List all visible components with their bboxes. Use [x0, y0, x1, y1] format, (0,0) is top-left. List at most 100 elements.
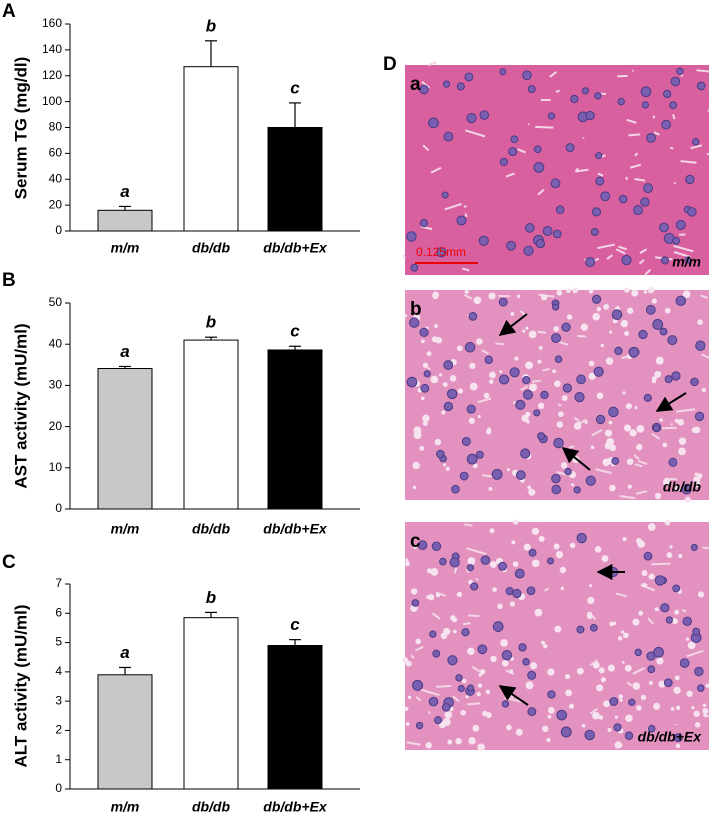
sinusoid — [651, 564, 670, 565]
nucleus — [634, 206, 643, 215]
nucleus — [601, 192, 610, 201]
y-tick-label: 40 — [49, 171, 63, 185]
sinusoid — [675, 182, 676, 183]
nucleus — [594, 367, 603, 376]
significance-label: b — [206, 313, 216, 332]
nucleus — [429, 697, 438, 706]
nucleus — [676, 296, 685, 305]
y-tick-label: 2 — [55, 723, 62, 737]
vacuole — [642, 570, 648, 576]
nucleus — [554, 438, 563, 447]
nucleus — [458, 685, 464, 691]
vacuole — [506, 725, 512, 731]
vacuole — [694, 427, 701, 434]
nucleus — [485, 356, 492, 363]
nucleus — [471, 583, 478, 590]
vacuole — [629, 429, 636, 436]
nucleus — [592, 208, 600, 216]
sinusoid — [670, 148, 673, 149]
vacuole — [490, 656, 496, 662]
nucleus — [555, 356, 561, 362]
vacuole — [453, 630, 457, 634]
vacuole — [593, 662, 600, 669]
vacuole — [561, 462, 568, 469]
nucleus — [551, 179, 560, 188]
vacuole — [411, 588, 417, 594]
vacuole — [532, 528, 539, 535]
nucleus — [642, 102, 648, 108]
vacuole — [618, 636, 622, 640]
nucleus — [680, 659, 689, 668]
vacuole — [624, 287, 630, 293]
bar — [268, 128, 322, 232]
vacuole — [413, 426, 421, 434]
vacuole — [435, 439, 441, 445]
nucleus — [660, 223, 669, 232]
nucleus — [641, 198, 649, 206]
nucleus — [442, 704, 450, 712]
vacuole — [522, 330, 525, 333]
vacuole — [618, 694, 622, 698]
nucleus — [615, 347, 622, 354]
nucleus — [525, 223, 534, 232]
vacuole — [539, 346, 543, 350]
sinusoid — [601, 93, 606, 94]
nucleus — [693, 628, 700, 635]
vacuole — [632, 619, 639, 626]
x-tick-label: m/m — [111, 240, 140, 256]
vacuole — [666, 552, 672, 558]
vacuole — [455, 738, 461, 744]
vacuole — [478, 683, 482, 687]
vacuole — [605, 430, 612, 437]
vacuole — [467, 648, 474, 655]
nucleus — [536, 240, 544, 248]
nucleus — [448, 656, 457, 665]
sinusoid — [532, 381, 541, 382]
y-tick-label: 80 — [49, 120, 63, 134]
sinusoid — [465, 214, 466, 217]
sinusoid — [468, 615, 479, 616]
vacuole — [609, 445, 616, 452]
vacuole — [695, 722, 700, 727]
vacuole — [488, 292, 495, 299]
nucleus — [509, 148, 517, 156]
sinusoid — [429, 711, 430, 714]
vacuole — [497, 604, 502, 609]
vacuole — [486, 690, 490, 694]
nucleus — [447, 389, 456, 398]
vacuole — [636, 425, 644, 433]
vacuole — [636, 538, 642, 544]
image-label: b — [410, 299, 422, 320]
nucleus — [528, 86, 535, 93]
vacuole — [589, 584, 592, 587]
vacuole — [562, 395, 568, 401]
vacuole — [623, 632, 629, 638]
nucleus — [697, 82, 705, 90]
vacuole — [619, 699, 622, 702]
vacuole — [577, 668, 584, 675]
vacuole — [553, 326, 559, 332]
nucleus — [691, 378, 699, 386]
vacuole — [467, 557, 475, 565]
sinusoid — [681, 75, 682, 77]
vacuole — [502, 660, 509, 667]
y-tick-label: 5 — [55, 635, 62, 649]
nucleus — [644, 184, 653, 193]
nucleus — [467, 405, 475, 413]
vacuole — [405, 561, 410, 566]
nucleus — [683, 617, 691, 625]
nucleus — [552, 334, 561, 343]
nucleus — [510, 368, 519, 377]
vacuole — [582, 724, 586, 728]
significance-label: a — [120, 342, 129, 361]
vacuole — [445, 711, 452, 718]
y-tick-label: 30 — [49, 378, 63, 392]
nucleus — [548, 691, 555, 698]
vacuole — [465, 290, 469, 294]
bar — [98, 210, 152, 231]
vacuole — [547, 715, 551, 719]
vacuole — [542, 726, 548, 732]
vacuole — [406, 661, 412, 667]
vacuole — [530, 662, 537, 669]
